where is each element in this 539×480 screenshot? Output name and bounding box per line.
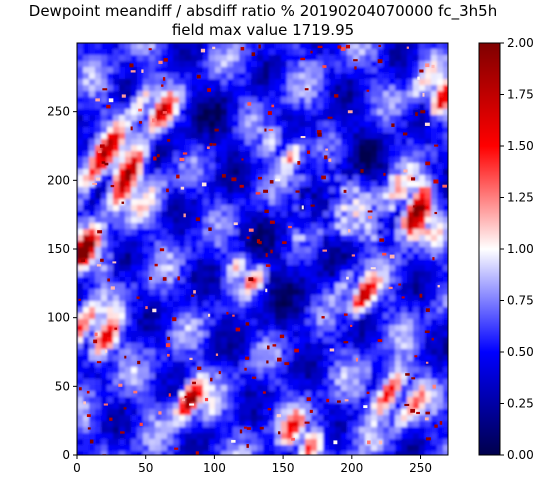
y-tick-label: 200 xyxy=(47,173,70,187)
y-tick-label: 100 xyxy=(47,311,70,325)
y-tick-label: 150 xyxy=(47,242,70,256)
x-tick-label: 250 xyxy=(409,461,432,475)
title-line-1: Dewpoint meandiff / absdiff ratio % 2019… xyxy=(28,2,498,20)
x-tick-label: 50 xyxy=(138,461,153,475)
y-tick-label: 50 xyxy=(55,379,70,393)
colorbar-tick-label: 1.75 xyxy=(507,88,534,102)
x-tick-label: 150 xyxy=(272,461,295,475)
x-axis: 0 50 100 150 200 250 xyxy=(73,455,432,475)
y-tick-label: 0 xyxy=(62,448,70,462)
x-tick-label: 0 xyxy=(73,461,81,475)
y-axis: 0 50 100 150 200 250 xyxy=(47,105,77,462)
chart-title: Dewpoint meandiff / absdiff ratio % 2019… xyxy=(0,2,526,40)
colorbar-tick-label: 0.00 xyxy=(507,448,534,462)
colorbar-tick-label: 2.00 xyxy=(507,36,534,50)
colorbar-tick-label: 0.50 xyxy=(507,345,534,359)
x-tick-label: 100 xyxy=(203,461,226,475)
colorbar-tick-label: 0.25 xyxy=(507,397,534,411)
colorbar-tick-label: 1.00 xyxy=(507,242,534,256)
colorbar xyxy=(478,42,501,456)
x-tick-label: 200 xyxy=(340,461,363,475)
colorbar-axis: 0.00 0.25 0.50 0.75 1.00 1.25 1.50 1.75 2.00 xyxy=(500,36,534,462)
colorbar-tick-label: 1.50 xyxy=(507,139,534,153)
colorbar-tick-label: 1.25 xyxy=(507,191,534,205)
heatmap-field xyxy=(77,43,448,455)
title-line-2: field max value 1719.95 xyxy=(171,21,355,39)
colorbar-tick-label: 0.75 xyxy=(507,294,534,308)
y-tick-label: 250 xyxy=(47,105,70,119)
